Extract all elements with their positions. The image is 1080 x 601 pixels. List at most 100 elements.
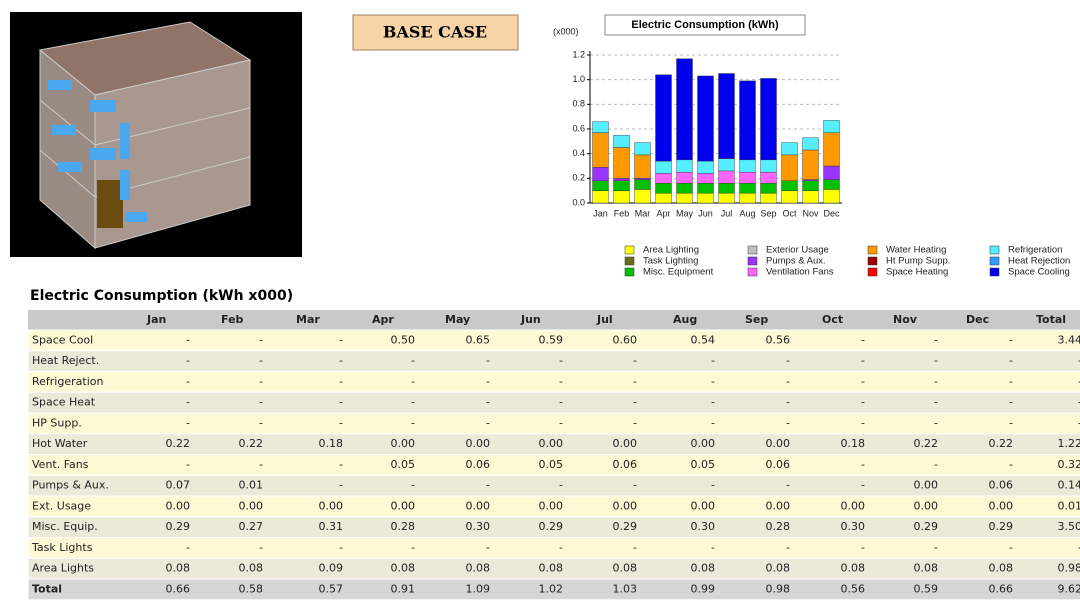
bar-segment xyxy=(677,59,693,160)
bar-segment xyxy=(740,183,756,193)
cell: 0.08 xyxy=(166,562,191,575)
cell: - xyxy=(559,396,563,409)
bar-segment xyxy=(719,193,735,203)
bar-segment xyxy=(803,150,819,180)
cell: - xyxy=(1009,354,1013,367)
cell: 0.30 xyxy=(691,520,716,533)
legend-swatch xyxy=(990,246,999,254)
cell: - xyxy=(259,541,263,554)
cell: - xyxy=(1009,375,1013,388)
cell: 0.57 xyxy=(319,582,344,595)
cell: - xyxy=(259,375,263,388)
row-label: Space Heat xyxy=(32,396,96,409)
cell: - xyxy=(486,354,490,367)
x-tick-label: Jun xyxy=(698,208,713,218)
bar-segment xyxy=(824,133,840,166)
cell: 0.08 xyxy=(613,562,638,575)
cell: 0.06 xyxy=(766,458,791,471)
table-title: Electric Consumption (kWh x000) xyxy=(30,288,293,304)
cell: 0.00 xyxy=(239,499,264,512)
cell: 0.08 xyxy=(391,562,416,575)
cell: - xyxy=(633,396,637,409)
cell: - xyxy=(934,354,938,367)
cell: 9.62 xyxy=(1058,582,1080,595)
cell: 1.22 xyxy=(1058,437,1080,450)
cell: - xyxy=(934,416,938,429)
legend-label: Space Cooling xyxy=(1008,267,1070,278)
cell: 0.22 xyxy=(239,437,264,450)
legend-label: Ht Pump Supp. xyxy=(886,256,950,267)
cell: 0.00 xyxy=(166,499,191,512)
bar-segment xyxy=(803,191,819,203)
bar-segment xyxy=(761,193,777,203)
cell: - xyxy=(559,479,563,492)
cell: 0.00 xyxy=(613,437,638,450)
y-tick-label: 0.6 xyxy=(572,123,585,133)
bar-segment xyxy=(698,173,714,183)
cell: - xyxy=(786,541,790,554)
bar-segment xyxy=(782,143,798,155)
cell: 0.08 xyxy=(239,562,264,575)
cell: 0.00 xyxy=(989,499,1014,512)
cell: 0.01 xyxy=(239,479,264,492)
screen: BASE CASE Electric Consumption (kWh) (x0… xyxy=(0,0,1080,601)
cell: - xyxy=(339,541,343,554)
cell: - xyxy=(786,479,790,492)
cell: - xyxy=(559,375,563,388)
row-label: Misc. Equip. xyxy=(32,520,98,533)
cell: - xyxy=(411,354,415,367)
row-label: Task Lights xyxy=(31,541,93,554)
column-header: Oct xyxy=(822,313,843,326)
cell: - xyxy=(861,354,865,367)
cell: - xyxy=(411,479,415,492)
cell: - xyxy=(559,354,563,367)
cell: - xyxy=(486,479,490,492)
chart-title: Electric Consumption (kWh) xyxy=(631,19,779,31)
column-header: Jun xyxy=(520,313,541,326)
cell: - xyxy=(711,479,715,492)
cell: - xyxy=(861,416,865,429)
cell: 0.00 xyxy=(466,499,491,512)
cell: 0.50 xyxy=(391,333,416,346)
bar-segment xyxy=(698,193,714,203)
bar-segment xyxy=(698,76,714,161)
row-label: Area Lights xyxy=(32,562,94,575)
bar-segment xyxy=(740,193,756,203)
cell: - xyxy=(786,354,790,367)
y-tick-label: 0.4 xyxy=(572,148,585,158)
column-header: Jul xyxy=(596,313,613,326)
row-label: Hot Water xyxy=(32,437,88,450)
cell: - xyxy=(486,375,490,388)
row-label: Heat Reject. xyxy=(32,354,99,367)
bar-segment xyxy=(782,181,798,191)
cell: 0.29 xyxy=(539,520,564,533)
cell: 0.98 xyxy=(766,582,791,595)
bar-segment xyxy=(761,78,777,159)
cell: 0.00 xyxy=(691,499,716,512)
cell: 0.06 xyxy=(989,479,1014,492)
cell: - xyxy=(186,375,190,388)
bar-segment xyxy=(740,160,756,172)
cell: - xyxy=(339,396,343,409)
cell: - xyxy=(411,375,415,388)
cell: 0.00 xyxy=(914,479,939,492)
legend-swatch xyxy=(748,246,757,254)
cell: 0.30 xyxy=(841,520,866,533)
bar-segment xyxy=(614,135,630,147)
cell: - xyxy=(934,541,938,554)
bar-segment xyxy=(719,171,735,183)
cell: - xyxy=(861,375,865,388)
bar-segment xyxy=(824,180,840,190)
bar-segment xyxy=(635,189,651,203)
cell: 0.22 xyxy=(166,437,191,450)
bar-segment xyxy=(593,122,609,133)
legend-swatch xyxy=(868,257,877,265)
cell: 0.00 xyxy=(539,437,564,450)
legend-swatch xyxy=(625,246,634,254)
x-tick-label: Aug xyxy=(739,208,755,218)
cell: - xyxy=(633,479,637,492)
legend: Area LightingTask LightingMisc. Equipmen… xyxy=(625,245,1070,278)
cell: - xyxy=(259,333,263,346)
bar-segment xyxy=(677,172,693,183)
bar-segment xyxy=(761,183,777,193)
